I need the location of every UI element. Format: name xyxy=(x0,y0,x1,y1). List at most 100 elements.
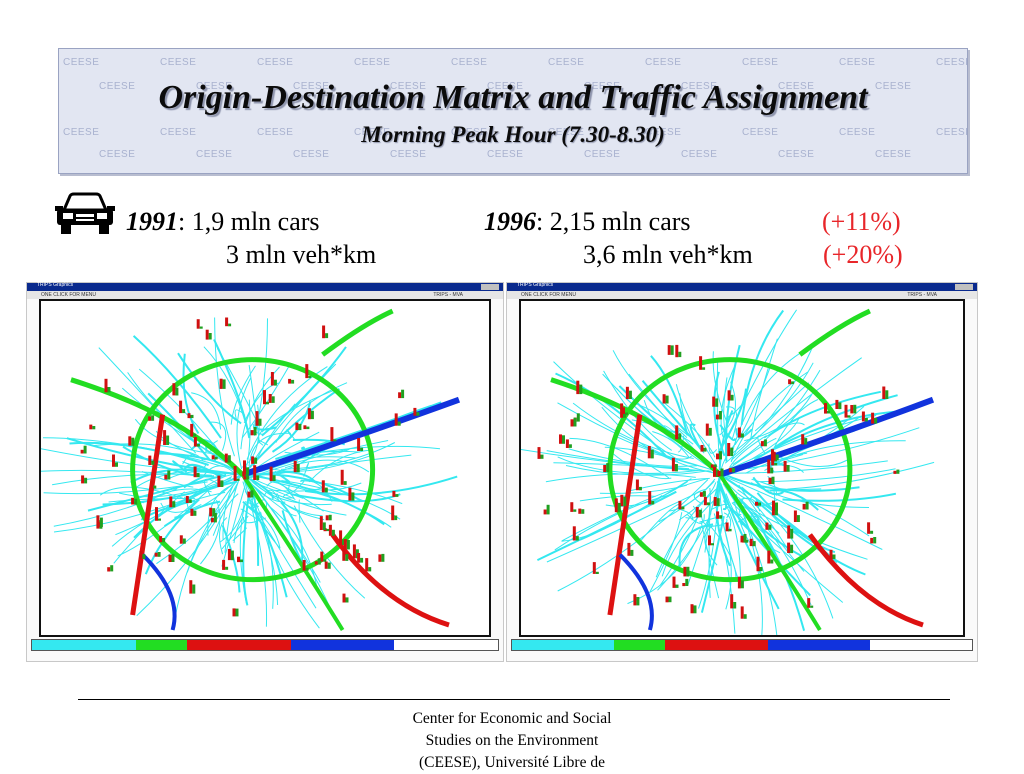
trip-origin-bar xyxy=(620,494,624,507)
major-route xyxy=(321,308,394,357)
trip-origin-bar xyxy=(771,449,774,462)
trip-dest-bar xyxy=(323,559,327,562)
road-link xyxy=(280,501,304,567)
road-link xyxy=(282,492,293,499)
trip-dest-bar xyxy=(805,501,809,510)
trip-dest-bar xyxy=(715,398,719,407)
road-link xyxy=(248,493,279,606)
trip-origin-bar xyxy=(829,549,833,559)
major-route xyxy=(130,414,166,616)
road-link xyxy=(303,462,310,477)
road-link xyxy=(677,435,685,453)
trip-dest-bar xyxy=(623,413,627,418)
trip-origin-bar xyxy=(190,508,194,516)
road-link xyxy=(239,504,247,605)
watermark-text: CEESE xyxy=(99,149,136,160)
trip-origin-bar xyxy=(185,496,189,503)
trip-origin-bar xyxy=(675,344,679,358)
major-route xyxy=(607,414,643,616)
trip-dest-bar xyxy=(870,530,874,534)
cars-change-badge: (+11%) xyxy=(822,207,901,236)
trip-origin-bar xyxy=(209,507,213,517)
trip-dest-bar xyxy=(250,490,254,498)
trip-dest-bar xyxy=(716,498,720,506)
trip-dest-bar xyxy=(706,502,710,506)
window-controls[interactable] xyxy=(955,284,973,290)
trip-origin-bar xyxy=(710,464,714,468)
window-controls[interactable] xyxy=(481,284,499,290)
trip-origin-bar xyxy=(324,561,328,569)
trip-origin-bar xyxy=(772,500,775,512)
trip-dest-bar xyxy=(885,390,889,399)
trip-origin-bar xyxy=(749,538,753,547)
road-link xyxy=(687,514,705,524)
trip-origin-bar xyxy=(700,445,704,452)
trip-origin-bar xyxy=(394,413,398,426)
trip-origin-bar xyxy=(303,425,307,430)
trip-origin-bar xyxy=(787,525,791,539)
road-link xyxy=(730,349,807,457)
watermark-text: CEESE xyxy=(451,57,488,68)
trip-dest-bar xyxy=(298,423,302,431)
road-link xyxy=(288,480,305,494)
road-link xyxy=(224,480,240,553)
trip-dest-bar xyxy=(698,509,702,518)
map-menu-hint[interactable]: ONE CLICK FOR MENU xyxy=(41,292,97,298)
road-link xyxy=(298,499,301,523)
trip-dest-bar xyxy=(651,500,655,505)
trip-dest-bar xyxy=(271,396,275,403)
trip-dest-bar xyxy=(730,394,734,401)
trip-origin-bar xyxy=(893,470,897,474)
trip-origin-bar xyxy=(570,502,574,512)
header-banner: CEESE CEESE CEESE CEESE CEESE CEESE CEESE CEESE… xyxy=(58,48,968,174)
trip-dest-bar xyxy=(758,502,761,506)
trip-dest-bar xyxy=(310,410,314,420)
trip-origin-bar xyxy=(319,516,323,530)
trip-origin-bar xyxy=(288,378,292,384)
trip-dest-bar xyxy=(743,534,747,543)
stat-1991-vehkm: 3 mln veh*km xyxy=(226,240,377,269)
road-link xyxy=(708,443,718,454)
trip-dest-bar xyxy=(99,517,103,527)
map-window-titlebar: TRIPS Graphics xyxy=(27,282,503,291)
trip-dest-bar xyxy=(718,411,722,420)
watermark-text: CEESE xyxy=(875,81,912,92)
road-link xyxy=(718,409,734,470)
road-link xyxy=(290,493,401,503)
trip-origin-bar xyxy=(767,550,771,564)
page-subtitle: Morning Peak Hour (7.30-8.30) xyxy=(361,122,665,147)
road-link xyxy=(719,476,741,586)
trip-origin-bar xyxy=(570,419,574,427)
trip-origin-bar xyxy=(667,345,671,355)
road-link xyxy=(730,357,862,461)
road-link xyxy=(242,500,259,516)
trip-origin-bar xyxy=(96,522,100,527)
road-link xyxy=(221,515,249,550)
trip-dest-bar xyxy=(171,553,175,562)
trip-origin-bar xyxy=(850,405,854,414)
map-menu-app: TRIPS - MVA xyxy=(907,292,937,298)
trip-origin-bar xyxy=(392,490,396,497)
road-link xyxy=(208,421,227,451)
trip-origin-bar xyxy=(196,319,200,329)
trip-origin-bar xyxy=(398,392,402,399)
trip-origin-bar xyxy=(378,554,382,562)
trip-dest-bar xyxy=(213,513,217,523)
watermark-text: CEESE xyxy=(936,57,967,68)
road-network xyxy=(521,308,935,635)
trip-origin-bar xyxy=(682,583,686,587)
watermark-text: CEESE xyxy=(548,57,585,68)
trip-dest-bar xyxy=(665,395,669,404)
major-route xyxy=(330,533,450,628)
road-link xyxy=(732,362,814,454)
trip-origin-bar xyxy=(537,447,541,459)
road-link xyxy=(252,481,332,506)
watermark-text: CEESE xyxy=(742,127,779,138)
trip-dest-bar xyxy=(236,478,240,481)
road-link xyxy=(652,431,690,458)
trip-dest-bar xyxy=(196,443,200,447)
road-link xyxy=(661,500,715,577)
map-menu-hint[interactable]: ONE CLICK FOR MENU xyxy=(521,292,577,298)
trip-origin-bar xyxy=(250,430,254,436)
road-link xyxy=(568,448,698,467)
